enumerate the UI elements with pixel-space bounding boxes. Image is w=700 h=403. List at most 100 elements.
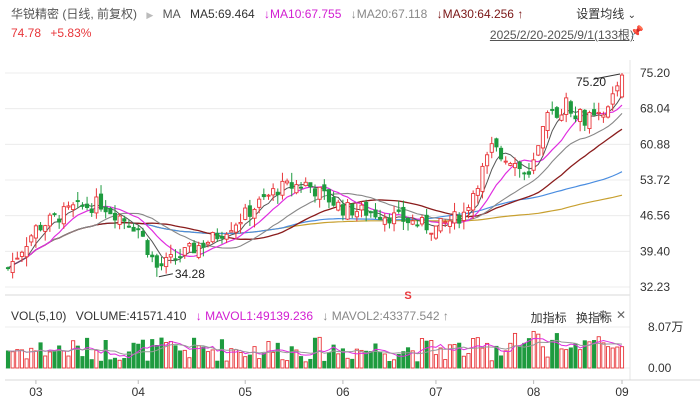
volume-bar: [503, 350, 508, 369]
volume-bar: [224, 360, 229, 369]
volume-bar: [308, 358, 313, 369]
ma-settings-button[interactable]: 设置均线 ⌄: [576, 5, 636, 22]
volume-bar: [219, 339, 225, 369]
candle-body: [452, 211, 457, 224]
date-axis: 03 04 05 06 07 08 09: [29, 380, 629, 399]
volume-bar: [378, 351, 383, 369]
candlesticks: [5, 73, 625, 279]
candle-body: [592, 109, 597, 116]
candle-body: [494, 138, 499, 148]
vol-label[interactable]: VOL(5,10): [11, 309, 67, 323]
close-icon[interactable]: ✕: [615, 308, 626, 322]
candle-body: [122, 218, 127, 222]
switch-indicator-button[interactable]: 换指标: [575, 311, 612, 325]
candle-body: [443, 221, 448, 224]
candle-body: [373, 209, 378, 218]
date-range[interactable]: 2025/2/20-2025/9/1(133根): [489, 28, 634, 42]
volume-bar: [457, 342, 462, 369]
price-tick-label: 75.20: [640, 66, 670, 80]
candle-body: [15, 257, 20, 260]
high-arrow: [593, 73, 621, 80]
candle-body: [410, 220, 415, 225]
moving-average-lines: [7, 95, 623, 269]
add-indicator-button[interactable]: 加指标: [530, 311, 567, 325]
candle-body: [266, 194, 271, 197]
candle-body: [587, 112, 592, 130]
volume-bar: [326, 352, 332, 369]
volume-bar: [145, 360, 150, 369]
candle-body: [415, 224, 420, 227]
volume-bar: [392, 359, 397, 369]
candle-body: [178, 256, 183, 259]
candle-body: [559, 114, 564, 121]
indicator-buttons: 加指标 换指标: [531, 309, 612, 326]
month-label: 05: [239, 385, 253, 399]
candle-body: [531, 159, 536, 171]
month-label: 03: [29, 385, 43, 399]
volume-bar: [294, 349, 299, 369]
stock-title[interactable]: 华锐精密 (日线, 前复权): [11, 7, 137, 21]
candle-body: [103, 206, 108, 213]
volume-bar: [52, 350, 57, 369]
volume-tick-label: 8.07万: [648, 320, 683, 334]
volume-bar: [550, 339, 555, 369]
volume-bar: [601, 342, 606, 369]
candle-body: [387, 217, 392, 224]
volume-bar: [24, 358, 29, 369]
month-label: 08: [527, 385, 541, 399]
volume-bar: [489, 360, 494, 369]
volume-bar: [289, 346, 294, 369]
volume-bar: [247, 354, 252, 369]
grid-lines: [5, 60, 700, 381]
gear-icon[interactable]: ⚙: [597, 308, 609, 322]
mavol2-value: ↓ MAVOL2:43377.542 ↑: [322, 309, 449, 323]
volume-bar: [387, 360, 392, 369]
price-axis: 75.20 68.04 60.88 53.72 46.56 39.40 32.23: [640, 66, 670, 294]
volume-bar: [15, 349, 20, 369]
candle-body: [466, 207, 471, 211]
candle-body: [331, 197, 336, 206]
candle-body: [326, 189, 332, 203]
candle-body: [485, 154, 490, 167]
volume-bar: [475, 337, 480, 369]
ma30-line: [7, 128, 623, 269]
candle-body: [461, 211, 466, 221]
candle-body: [433, 225, 438, 239]
volume-bar: [19, 349, 25, 369]
mavol2-text: MAVOL2:43377.542: [331, 309, 440, 323]
volume-bar: [480, 347, 485, 369]
caret-right-icon[interactable]: ▶: [146, 10, 154, 20]
volume-bars: [5, 330, 625, 369]
candle-body: [536, 145, 541, 156]
low-arrow: [158, 273, 173, 278]
volume-bar: [215, 360, 220, 369]
candle-body: [471, 193, 476, 211]
candle-body: [499, 147, 504, 160]
volume-bar: [164, 342, 169, 369]
volume-bar: [512, 332, 518, 369]
ma-label: MA: [162, 7, 181, 21]
candle-body: [238, 222, 243, 225]
candle-body: [522, 172, 527, 175]
volume-bar: [94, 349, 99, 369]
pin-icon[interactable]: 📌: [630, 26, 644, 38]
candle-body: [168, 254, 173, 258]
volume-bar: [257, 358, 262, 369]
candle-body: [438, 217, 443, 232]
candle-body: [564, 97, 569, 115]
volume-bar: [415, 361, 420, 369]
candle-body: [345, 202, 350, 220]
candle-body: [112, 212, 118, 221]
candle-body: [285, 180, 290, 184]
candle-body: [233, 224, 238, 233]
volume-bar: [261, 353, 266, 369]
price-tick-label: 53.72: [640, 173, 670, 187]
candle-body: [429, 232, 434, 235]
candle-body: [419, 217, 425, 225]
candle-body: [136, 228, 141, 231]
volume-bar: [112, 357, 118, 369]
volume-bar: [466, 353, 471, 369]
candle-body: [578, 109, 583, 123]
candle-body: [392, 212, 397, 225]
